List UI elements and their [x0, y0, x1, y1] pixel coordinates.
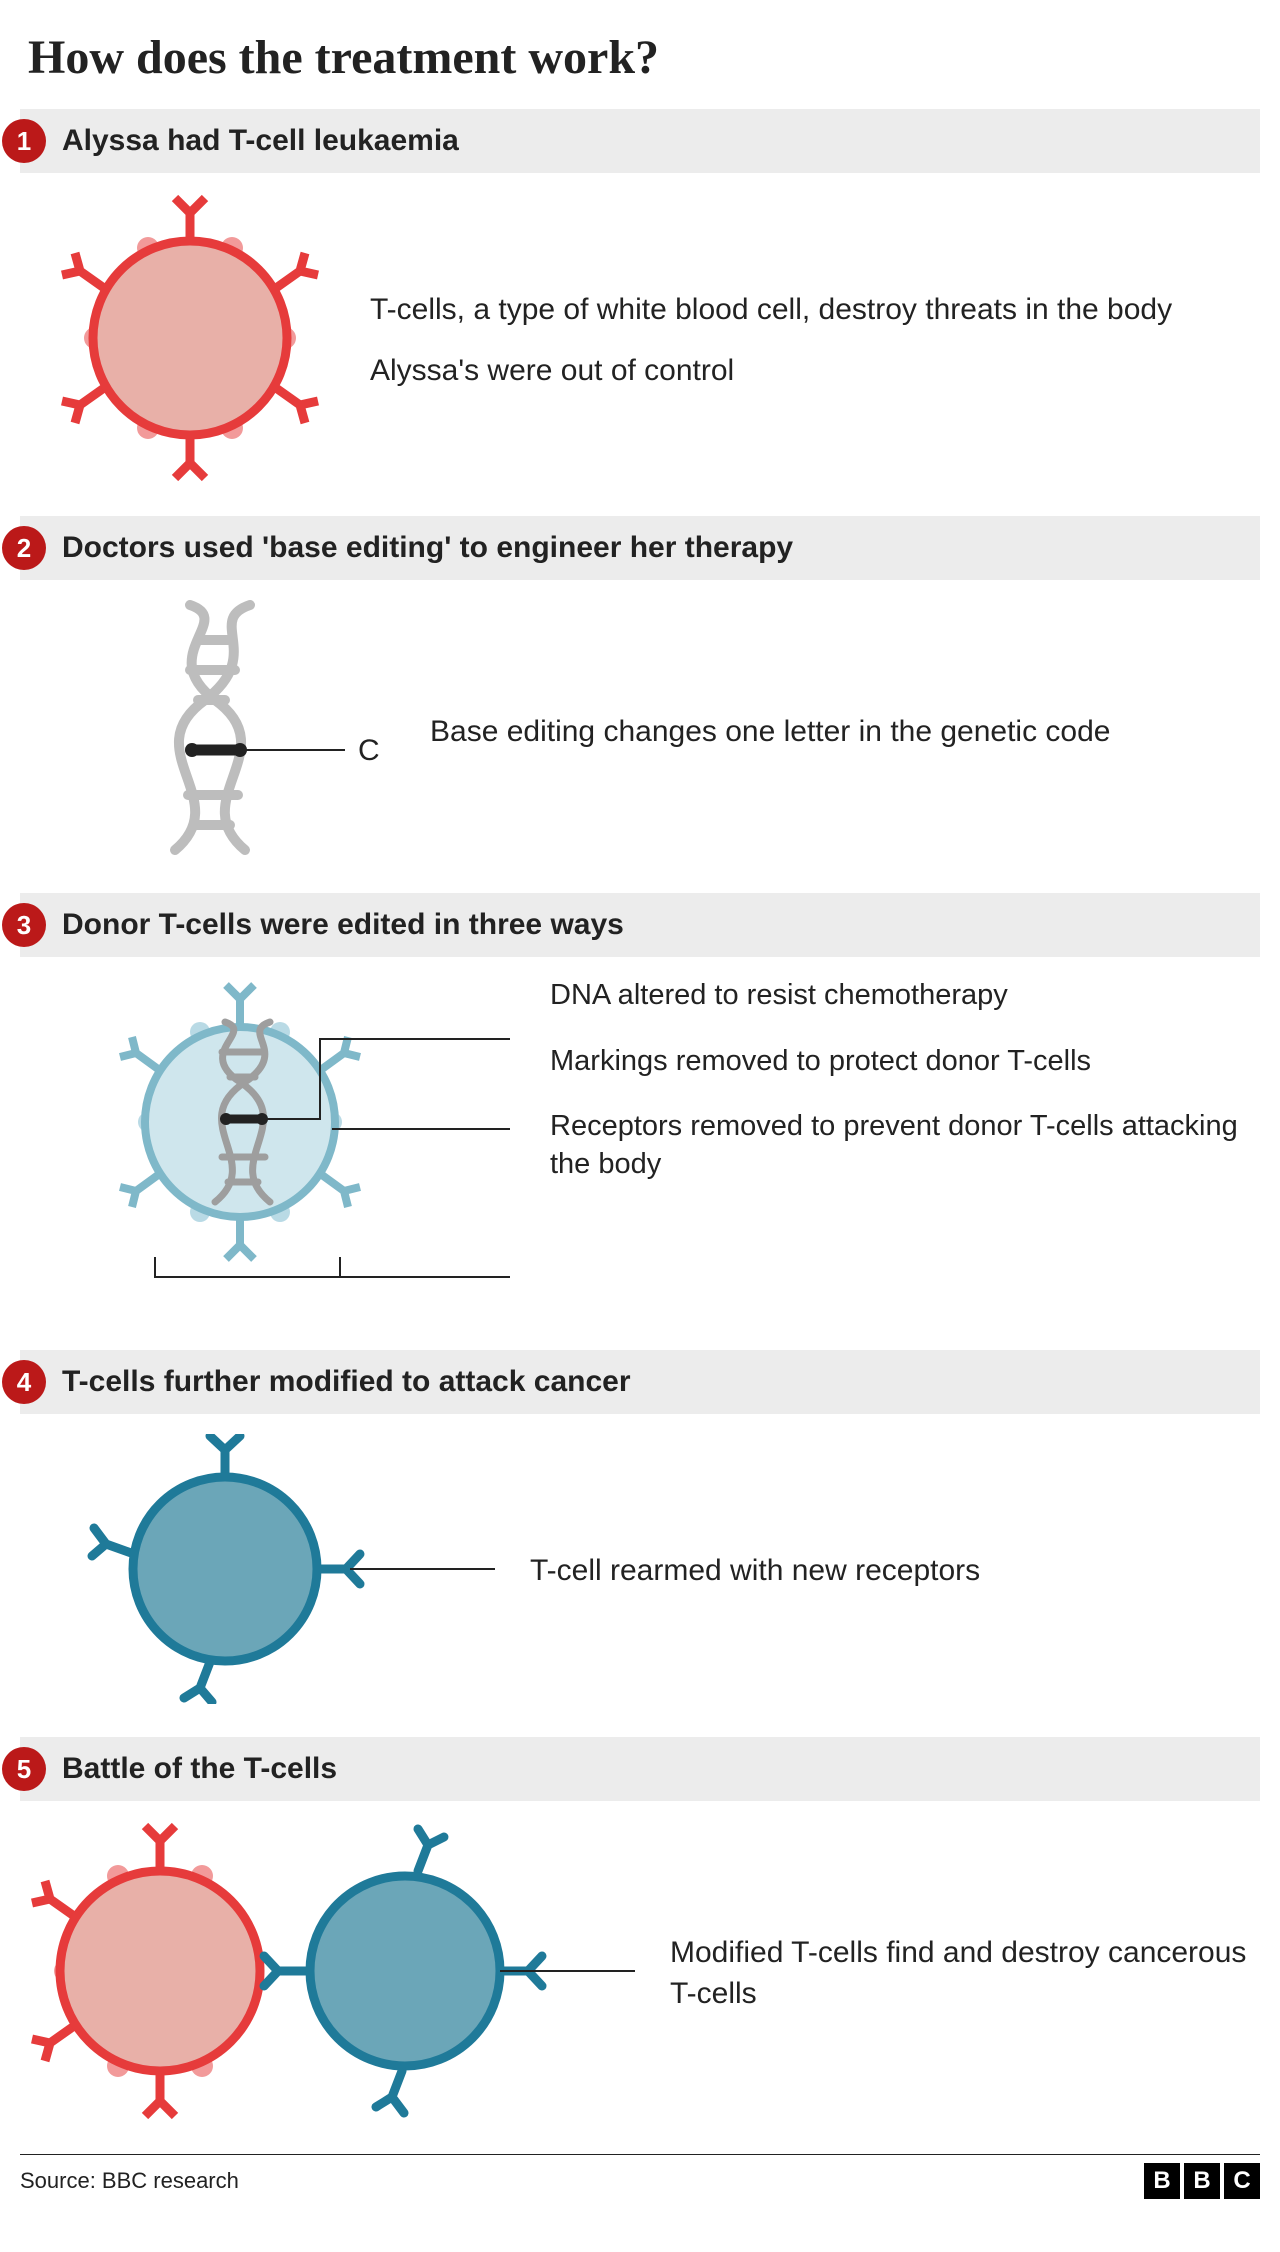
step-5-title: Battle of the T-cells — [62, 1752, 337, 1786]
step-3-annot-1: DNA altered to resist chemotherapy — [550, 977, 1260, 1015]
step-4-title: T-cells further modified to attack cance… — [62, 1365, 631, 1399]
source-text: Source: BBC research — [20, 2168, 239, 2194]
step-3-annot-3: Receptors removed to prevent donor T-cel… — [550, 1108, 1260, 1183]
step-4-text-1: T-cell rearmed with new receptors — [530, 1551, 1260, 1592]
donor-tcell-icon — [40, 977, 520, 1322]
battle-tcells-icon — [20, 1821, 640, 2126]
step-2-badge: 2 — [2, 526, 46, 570]
page-title: How does the treatment work? — [20, 30, 1260, 85]
step-4-badge: 4 — [2, 1360, 46, 1404]
step-4-body: T-cell rearmed with new receptors — [20, 1434, 1260, 1709]
step-1-text-2: Alyssa's were out of control — [370, 351, 1260, 392]
step-1-title: Alyssa had T-cell leukaemia — [62, 124, 459, 158]
step-2-title: Doctors used 'base editing' to engineer … — [62, 531, 793, 565]
bbc-logo-icon: BBC — [1144, 2163, 1260, 2199]
step-5-header: 5 Battle of the T-cells — [20, 1737, 1260, 1801]
step-4-header: 4 T-cells further modified to attack can… — [20, 1350, 1260, 1414]
step-2-text-1: Base editing changes one letter in the g… — [430, 712, 1260, 753]
red-tcell-icon — [40, 193, 340, 488]
step-3-header: 3 Donor T-cells were edited in three way… — [20, 893, 1260, 957]
step-3-annot-2: Markings removed to protect donor T-cell… — [550, 1043, 1260, 1081]
step-3-title: Donor T-cells were edited in three ways — [62, 908, 624, 942]
step-2-header: 2 Doctors used 'base editing' to enginee… — [20, 516, 1260, 580]
step-5-body: Modified T-cells find and destroy cancer… — [20, 1821, 1260, 2126]
step-2-body: C Base editing changes one letter in the… — [20, 600, 1260, 865]
step-5-text-1: Modified T-cells find and destroy cancer… — [670, 1933, 1260, 2014]
step-3-badge: 3 — [2, 903, 46, 947]
step-1-body: T-cells, a type of white blood cell, des… — [20, 193, 1260, 488]
step-1-header: 1 Alyssa had T-cell leukaemia — [20, 109, 1260, 173]
dna-helix-icon: C — [40, 600, 400, 865]
step-1-badge: 1 — [2, 119, 46, 163]
step-5-badge: 5 — [2, 1747, 46, 1791]
step-3-body: DNA altered to resist chemotherapy Marki… — [20, 977, 1260, 1322]
footer: Source: BBC research BBC — [20, 2154, 1260, 2199]
modified-tcell-icon — [40, 1434, 500, 1709]
dna-label: C — [358, 734, 380, 767]
step-1-text-1: T-cells, a type of white blood cell, des… — [370, 290, 1260, 331]
